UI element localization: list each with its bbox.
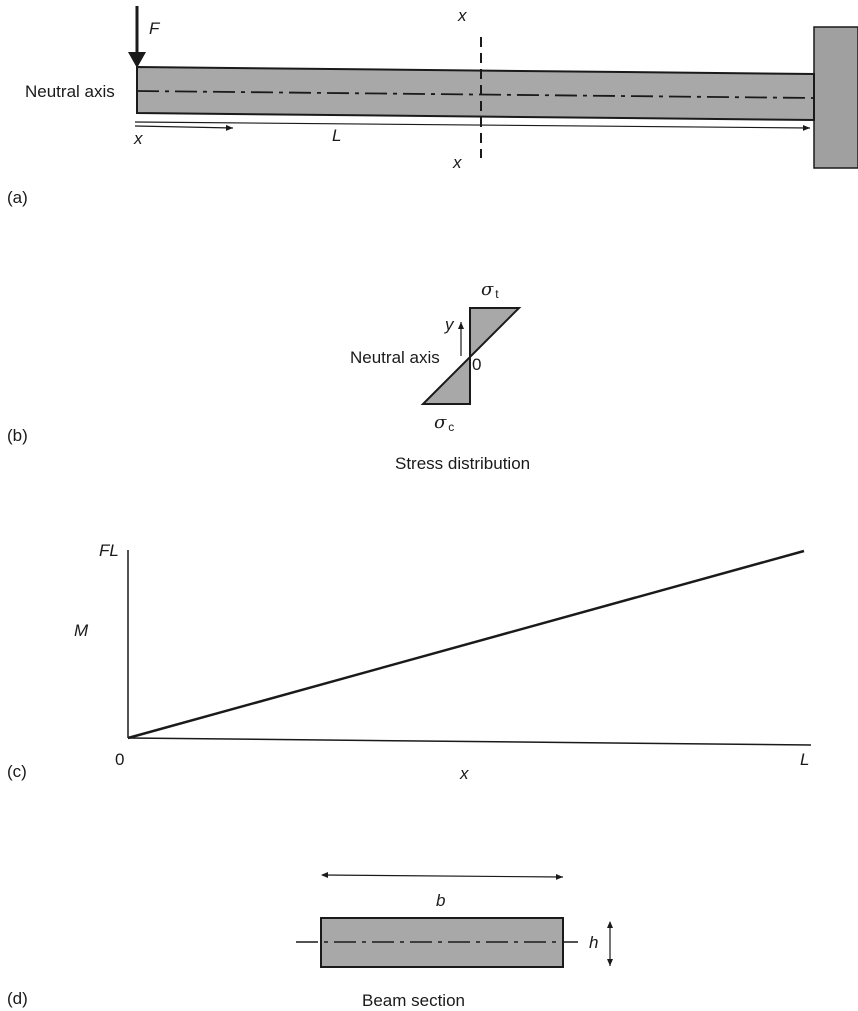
fixed-wall [814,27,858,168]
y-label: y [444,315,455,334]
panel-d-tag: (d) [7,989,28,1008]
beam-body [137,67,814,120]
width-dimension [322,875,563,877]
force-arrow-head [128,52,146,68]
x-arrow [135,126,233,128]
length-arrow [135,122,810,128]
width-label: b [436,891,445,910]
l-end-label: L [800,750,809,769]
x-axis-label: x [459,764,469,783]
fl-label: FL [99,541,119,560]
section-top-label: x [457,6,467,25]
neutral-axis-label-b: Neutral axis [350,348,440,367]
panel-a-tag: (a) [7,188,28,207]
neutral-axis-label: Neutral axis [25,82,115,101]
x-arrow-label: x [133,129,143,148]
panel-c: FL M 0 L x (c) [7,541,811,783]
force-label: F [149,19,161,38]
panel-b-tag: (b) [7,426,28,445]
tension-triangle [470,308,519,357]
moment-line [128,551,804,738]
stress-caption: Stress distribution [395,454,530,473]
section-bottom-label: x [452,153,462,172]
x-axis [128,738,811,745]
height-label: h [589,933,598,952]
length-label: L [332,126,341,145]
zero-label: 0 [472,355,481,374]
section-caption: Beam section [362,991,465,1010]
panel-d: b h Beam section (d) [7,875,610,1010]
panel-c-tag: (c) [7,762,27,781]
m-axis-label: M [74,621,89,640]
origin-label: 0 [115,750,124,769]
panel-a: F Neutral axis x x x L (a) [7,6,858,207]
